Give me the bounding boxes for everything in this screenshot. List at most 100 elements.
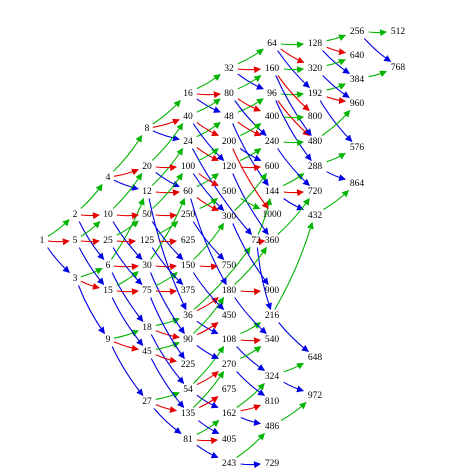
edge-n100-to-n500 — [198, 173, 219, 187]
edge-n243-to-n486 — [236, 432, 265, 458]
edge-n5-to-n15 — [78, 247, 105, 286]
edge-n128-to-n640 — [326, 46, 346, 56]
edge-n32-to-n160 — [237, 66, 261, 74]
edge-n54-to-n108 — [192, 345, 225, 384]
edge-n25-to-n125 — [116, 238, 136, 246]
edge-n90-to-n450 — [196, 322, 219, 336]
edge-n1-to-n3 — [47, 247, 70, 273]
edge-n12-to-n36 — [148, 198, 187, 311]
edge-n270-to-n540 — [239, 346, 262, 360]
node-625: 625 — [181, 236, 196, 246]
edge-n80-to-n240 — [234, 100, 267, 136]
node-540: 540 — [265, 335, 280, 345]
node-2: 2 — [73, 210, 78, 220]
edge-layer — [47, 29, 392, 469]
edge-n9-to-n27 — [111, 346, 144, 397]
node-108: 108 — [222, 335, 237, 345]
node-405: 405 — [222, 435, 237, 445]
node-4: 4 — [106, 173, 111, 183]
node-9: 9 — [106, 335, 111, 345]
edge-n81-to-n243 — [196, 444, 219, 459]
edge-n2-to-n4 — [80, 183, 103, 209]
edge-n480-to-n960 — [321, 109, 351, 136]
node-450: 450 — [222, 311, 237, 321]
edge-n90-to-n270 — [196, 344, 219, 360]
edge-n75-to-n225 — [150, 297, 185, 360]
edge-n5-to-n10 — [80, 221, 101, 237]
edge-n150-to-n450 — [192, 272, 225, 310]
node-500: 500 — [222, 187, 237, 197]
node-32: 32 — [224, 64, 234, 74]
edge-n45-to-n135 — [150, 358, 185, 409]
edge-n5-to-n25 — [80, 238, 100, 246]
edge-n60-to-n120 — [196, 173, 219, 188]
node-16: 16 — [183, 89, 193, 99]
node-30: 30 — [142, 261, 152, 271]
edge-n150-to-n750 — [199, 263, 218, 271]
node-720: 720 — [308, 187, 323, 197]
edge-n216-to-n648 — [278, 322, 309, 352]
edge-n64-to-n128 — [280, 41, 304, 49]
node-960: 960 — [350, 99, 365, 109]
edge-n8-to-n24 — [152, 130, 180, 142]
edge-n128-to-n256 — [326, 34, 346, 42]
node-90: 90 — [183, 335, 193, 345]
edge-n45-to-n90 — [155, 341, 180, 350]
node-81: 81 — [183, 435, 193, 445]
edge-n9-to-n18 — [113, 330, 139, 339]
node-100: 100 — [181, 162, 196, 172]
node-15: 15 — [103, 286, 113, 296]
edge-n160-to-n320 — [283, 66, 304, 74]
node-45: 45 — [142, 347, 152, 357]
edge-n1-to-n2 — [47, 219, 70, 237]
node-270: 270 — [222, 360, 237, 370]
edge-n360-to-n720 — [277, 197, 310, 235]
edge-n16-to-n80 — [196, 91, 221, 99]
edge-n15-to-n45 — [111, 297, 144, 347]
node-64: 64 — [267, 39, 277, 49]
edge-n432-to-n864 — [323, 190, 350, 210]
node-50: 50 — [142, 210, 152, 220]
edge-n180-to-n900 — [240, 288, 261, 296]
edge-n135-to-n270 — [193, 370, 225, 408]
edge-n300-to-n900 — [232, 223, 269, 286]
node-360: 360 — [265, 236, 280, 246]
node-1: 1 — [40, 236, 45, 246]
edge-n192-to-n960 — [326, 96, 346, 104]
edge-n10-to-n20 — [112, 172, 143, 209]
edge-n125-to-n250 — [157, 221, 179, 235]
edge-n20-to-n100 — [155, 164, 177, 172]
node-320: 320 — [308, 64, 323, 74]
edge-n24-to-n120 — [196, 146, 219, 162]
node-576: 576 — [350, 143, 365, 153]
edge-n160-to-n800 — [277, 75, 310, 111]
node-640: 640 — [350, 51, 365, 61]
edge-n100-to-n300 — [192, 173, 225, 211]
edge-n24-to-n72 — [192, 148, 252, 236]
edge-n243-to-n729 — [240, 461, 261, 469]
edge-n288-to-n864 — [326, 171, 346, 182]
node-75: 75 — [142, 286, 152, 296]
edge-n6-to-n12 — [110, 197, 145, 260]
node-486: 486 — [265, 422, 280, 432]
edge-n2-to-n10 — [80, 212, 100, 220]
edge-n108-to-n540 — [240, 337, 261, 345]
edge-n75-to-n375 — [155, 288, 177, 296]
edge-n48-to-n240 — [237, 121, 262, 137]
edge-n20-to-n60 — [155, 171, 180, 188]
edge-n81-to-n405 — [196, 437, 218, 445]
edge-n128-to-n384 — [322, 50, 350, 74]
node-288: 288 — [308, 162, 323, 172]
node-375: 375 — [181, 286, 196, 296]
edge-n50-to-n250 — [155, 212, 177, 220]
node-432: 432 — [308, 211, 323, 221]
edge-n270-to-n810 — [236, 371, 265, 396]
node-243: 243 — [222, 459, 237, 469]
node-192: 192 — [308, 89, 323, 99]
edge-n32-to-n64 — [237, 48, 264, 65]
edge-n27-to-n81 — [153, 408, 182, 434]
edge-n4-to-n8 — [112, 134, 143, 172]
node-1000: 1000 — [263, 210, 282, 220]
edge-n80-to-n160 — [237, 75, 262, 90]
edge-n3-to-n6 — [80, 267, 103, 278]
